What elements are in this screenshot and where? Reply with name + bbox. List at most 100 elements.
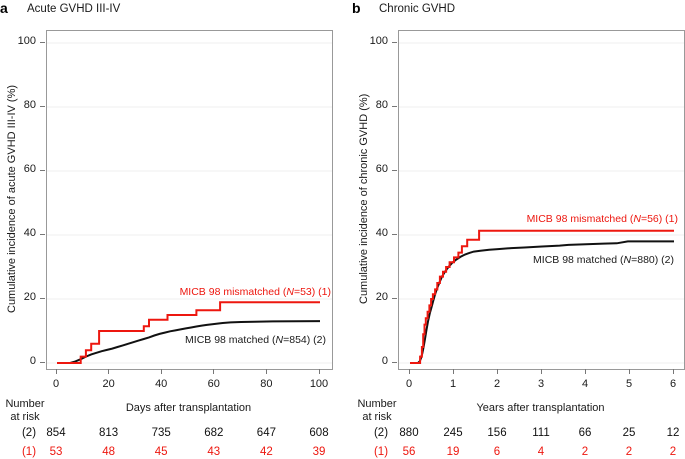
risk-count: 813 xyxy=(99,427,119,439)
risk-count: 111 xyxy=(532,427,550,439)
y-tick-mark xyxy=(392,297,397,299)
y-tick-label: 0 xyxy=(381,355,388,367)
curve-mismatched xyxy=(410,229,674,364)
x-tick-mark xyxy=(55,369,57,374)
legend-text: =854) (2) xyxy=(283,334,326,346)
x-tick-label: 3 xyxy=(537,378,545,390)
risk-count: 735 xyxy=(151,427,171,439)
x-tick-mark xyxy=(584,369,586,374)
risk-count: 2 xyxy=(669,446,677,458)
number-at-risk-label-a: Number at risk xyxy=(0,398,50,424)
x-tick-mark xyxy=(265,369,267,374)
number-at-risk-label-b: Number at risk xyxy=(352,398,402,424)
legend-mismatched-a: MICB 98 mismatched (N=53) (1) xyxy=(180,286,331,298)
legend-text: MICB 98 mismatched ( xyxy=(179,286,287,298)
plot-area-b: MICB 98 mismatched (N=56) (1) MICB 98 ma… xyxy=(398,30,685,370)
risk-count: 6 xyxy=(493,446,501,458)
y-tick-mark xyxy=(40,361,45,363)
curves-svg xyxy=(399,42,684,364)
legend-text: =53) (1) xyxy=(293,286,331,298)
y-tick-mark xyxy=(40,169,45,171)
x-tick-label: 6 xyxy=(669,378,677,390)
y-axis-label-a: Cumulative incidence of acute GVHD III-I… xyxy=(6,84,18,314)
legend-matched-a: MICB 98 matched (N=854) (2) xyxy=(185,334,326,346)
y-tick-label: 80 xyxy=(23,99,36,111)
x-tick-label: 4 xyxy=(581,378,589,390)
y-tick-mark xyxy=(40,233,45,235)
x-tick-label: 20 xyxy=(102,378,115,390)
y-tick-label: 60 xyxy=(23,163,36,175)
risk-count: 48 xyxy=(102,446,115,458)
panel-title-b: Chronic GVHD xyxy=(379,3,456,15)
y-tick-mark xyxy=(40,297,45,299)
panel-b: b Chronic GVHD Cumulative incidence of c… xyxy=(352,0,685,459)
x-axis-label-a: Days after transplantation xyxy=(125,402,252,414)
y-tick-mark xyxy=(392,233,397,235)
legend-text: =880) (2) xyxy=(631,254,674,266)
curve-matched xyxy=(410,240,674,364)
x-tick-label: 2 xyxy=(493,378,501,390)
curve-mismatched xyxy=(57,301,320,364)
risk-count: 4 xyxy=(537,446,545,458)
risk-count: 66 xyxy=(578,427,592,439)
risk-count: 2 xyxy=(625,446,633,458)
x-tick-mark xyxy=(452,369,454,374)
y-tick-mark xyxy=(392,105,397,107)
risk-count: 647 xyxy=(256,427,276,439)
y-tick-label: 0 xyxy=(29,355,36,367)
risk-count: 43 xyxy=(207,446,221,458)
plot-area-a: MICB 98 mismatched (N=53) (1) MICB 98 ma… xyxy=(46,30,333,370)
y-tick-label: 40 xyxy=(375,227,388,239)
number-at-risk-line2: at risk xyxy=(10,411,40,423)
y-tick-label: 100 xyxy=(369,35,388,47)
curves-svg xyxy=(47,42,332,364)
x-tick-label: 40 xyxy=(155,378,168,390)
curve-matched xyxy=(57,320,321,364)
x-tick-mark xyxy=(672,369,674,374)
x-tick-label: 80 xyxy=(260,378,273,390)
x-tick-label: 100 xyxy=(309,378,329,390)
y-tick-mark xyxy=(392,361,397,363)
risk-count: 12 xyxy=(666,427,680,439)
y-tick-mark xyxy=(40,105,45,107)
y-tick-mark xyxy=(392,169,397,171)
number-at-risk-line2: at risk xyxy=(362,411,392,423)
risk-count: 156 xyxy=(487,427,507,439)
risk-row-label: (1) xyxy=(21,446,37,458)
panel-title-a: Acute GVHD III-IV xyxy=(27,3,121,15)
x-tick-label: 5 xyxy=(625,378,633,390)
panel-letter-a: a xyxy=(0,0,8,16)
risk-count: 880 xyxy=(399,427,419,439)
number-at-risk-line1: Number xyxy=(357,398,397,410)
risk-row-label: (2) xyxy=(373,427,389,439)
risk-count: 45 xyxy=(154,446,168,458)
x-tick-label: 0 xyxy=(405,378,413,390)
risk-count: 25 xyxy=(622,427,636,439)
y-axis-label-b: Cumulative incidence of chronic GVHD (%) xyxy=(358,93,370,305)
x-tick-mark xyxy=(408,369,410,374)
legend-text: MICB 98 mismatched ( xyxy=(526,213,634,225)
legend-italic-n: N xyxy=(633,213,641,225)
panel-letter-b: b xyxy=(352,0,361,16)
x-tick-mark xyxy=(628,369,630,374)
legend-matched-b: MICB 98 matched (N=880) (2) xyxy=(533,254,674,266)
number-at-risk-line1: Number xyxy=(5,398,45,410)
legend-italic-n: N xyxy=(286,286,294,298)
x-tick-label: 0 xyxy=(52,378,60,390)
risk-count: 682 xyxy=(204,427,224,439)
legend-italic-n: N xyxy=(623,254,632,266)
risk-count: 53 xyxy=(49,446,63,458)
y-tick-mark xyxy=(392,41,397,43)
risk-count: 245 xyxy=(443,427,463,439)
x-tick-label: 1 xyxy=(449,378,457,390)
panel-a: a Acute GVHD III-IV Cumulative incidence… xyxy=(0,0,333,459)
x-tick-mark xyxy=(496,369,498,374)
legend-text: =56) (1) xyxy=(640,213,678,225)
x-tick-mark xyxy=(160,369,162,374)
y-tick-label: 60 xyxy=(375,163,388,175)
x-tick-label: 60 xyxy=(207,378,220,390)
x-tick-mark xyxy=(318,369,320,374)
risk-count: 854 xyxy=(46,427,66,439)
risk-count: 2 xyxy=(581,446,589,458)
